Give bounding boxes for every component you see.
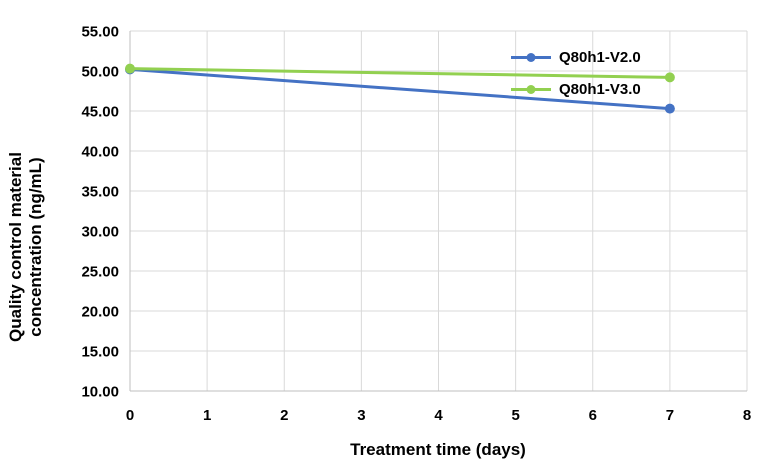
y-tick-label: 25.00 — [81, 264, 119, 281]
y-tick-label: 55.00 — [81, 24, 119, 41]
series-line-1 — [128, 67, 672, 79]
legend-marker-icon — [511, 84, 551, 94]
series-line-0 — [128, 67, 672, 111]
y-tick-label: 30.00 — [81, 224, 119, 241]
x-tick-label: 5 — [511, 407, 519, 424]
y-axis-title-line2: concentration (ng/mL) — [26, 157, 46, 337]
legend-dot — [526, 52, 536, 62]
x-tick-label: 4 — [434, 407, 443, 424]
x-tick-label: 1 — [203, 407, 211, 424]
data-point — [664, 72, 675, 83]
x-tick-label: 6 — [589, 407, 597, 424]
y-tick-label: 15.00 — [81, 344, 119, 361]
y-tick-label: 40.00 — [81, 144, 119, 161]
legend-label: Q80h1-V3.0 — [559, 80, 641, 98]
x-tick-label: 7 — [666, 407, 674, 424]
y-axis-title: Quality control material concentration (… — [6, 97, 50, 397]
x-tick-label: 8 — [743, 407, 751, 424]
legend-entry-0: Q80h1-V2.0 — [510, 41, 641, 73]
x-tick-label: 3 — [357, 407, 365, 424]
data-point — [664, 103, 675, 114]
legend-label: Q80h1-V2.0 — [559, 48, 641, 66]
y-tick-label: 35.00 — [81, 184, 119, 201]
y-tick-label: 20.00 — [81, 304, 119, 321]
legend-entry-1: Q80h1-V3.0 — [510, 73, 641, 105]
y-tick-label: 45.00 — [81, 104, 119, 121]
y-tick-label: 50.00 — [81, 64, 119, 81]
y-axis-title-line1: Quality control material — [6, 152, 25, 342]
x-axis-title: Treatment time (days) — [350, 440, 526, 459]
data-point — [125, 63, 135, 74]
x-tick-label: 0 — [126, 407, 134, 424]
legend-dot — [526, 84, 536, 94]
y-tick-label: 10.00 — [81, 384, 119, 401]
x-tick-label: 2 — [280, 407, 288, 424]
legend-marker-icon — [511, 52, 551, 62]
legend: Q80h1-V2.0 Q80h1-V3.0 — [510, 41, 641, 105]
